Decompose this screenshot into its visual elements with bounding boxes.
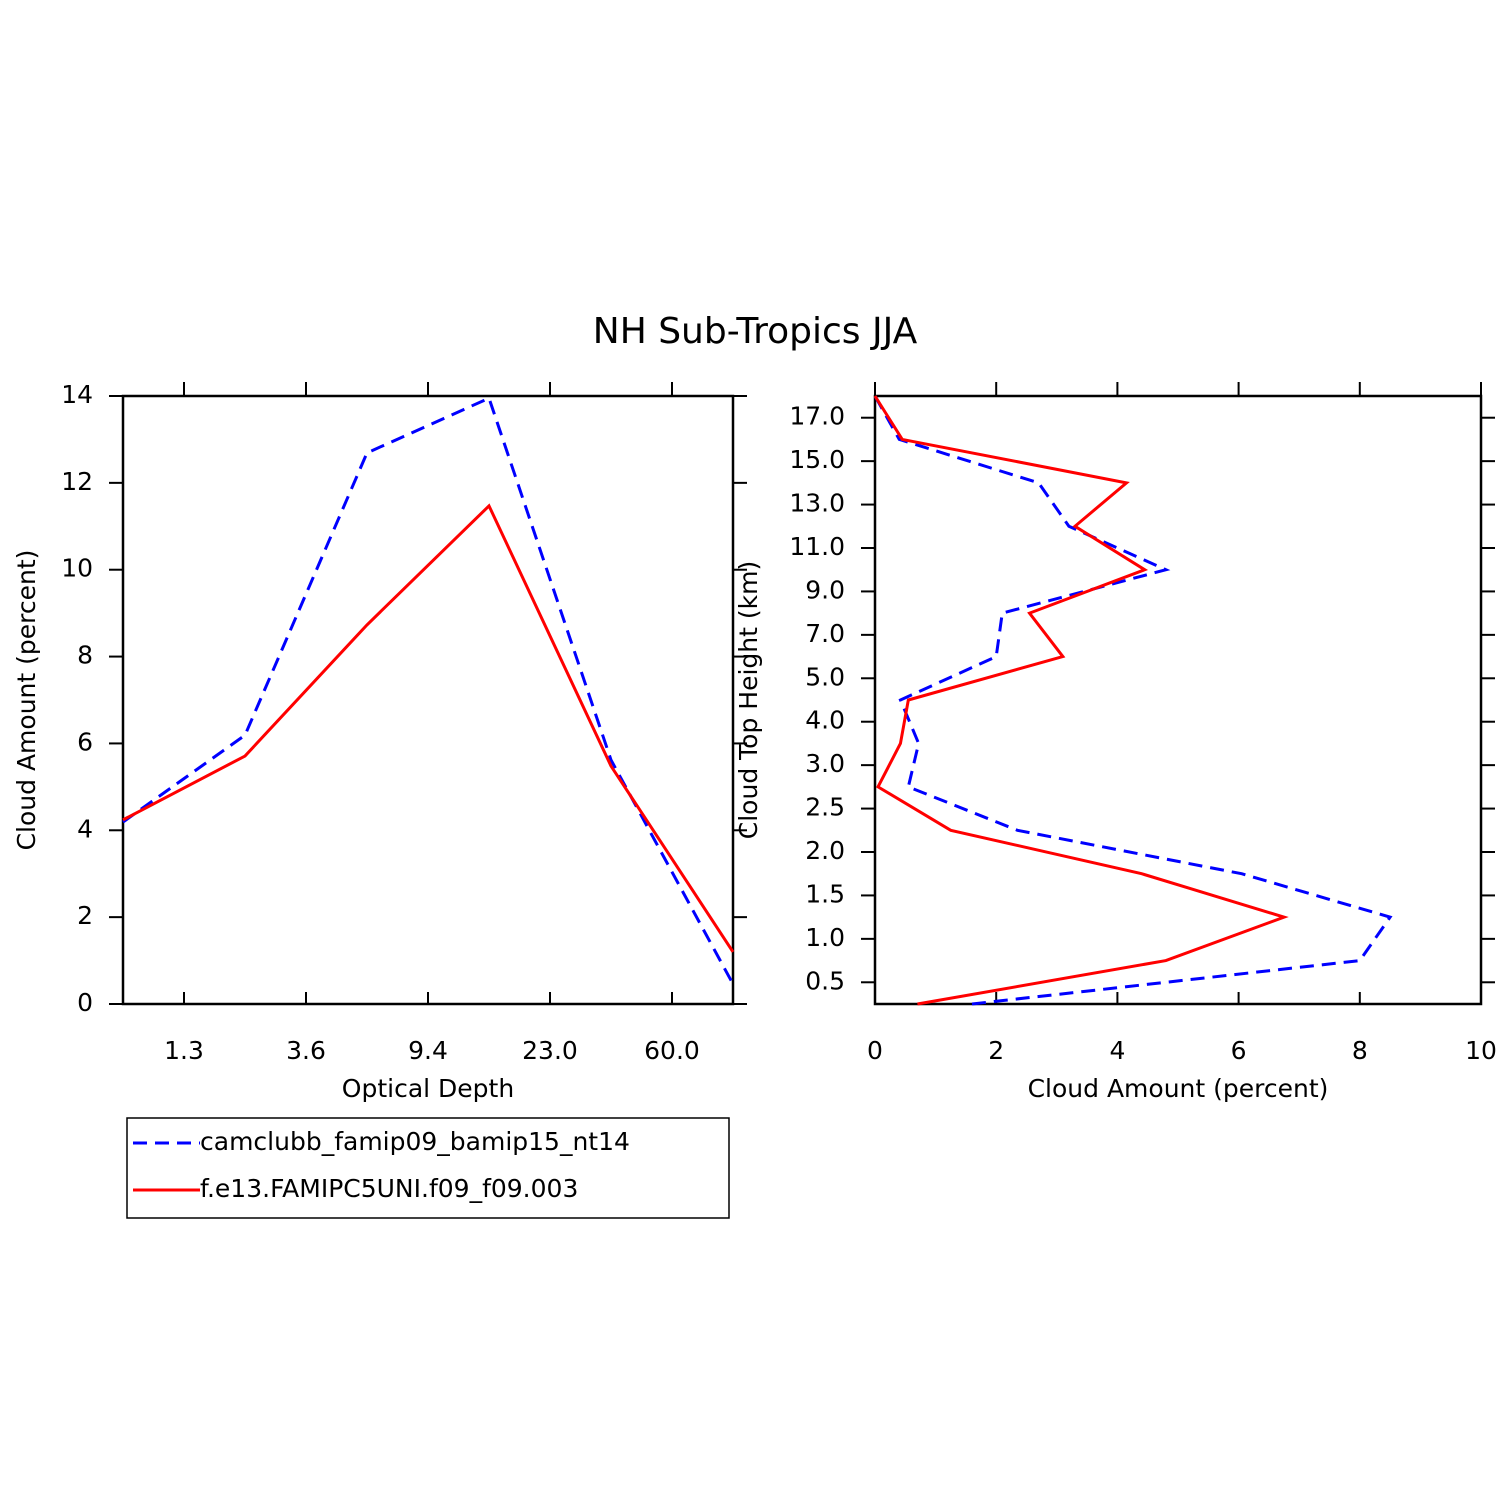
y-tick-label: 9.0 (805, 575, 845, 604)
x-tick-label: 10 (1465, 1036, 1497, 1065)
y-tick-label: 0 (77, 988, 93, 1017)
y-tick-label: 4 (77, 814, 93, 843)
chart-title: NH Sub-Tropics JJA (593, 311, 918, 352)
x-axis-label: Optical Depth (342, 1074, 514, 1103)
x-tick-label: 6 (1231, 1036, 1247, 1065)
x-tick-label: 3.6 (286, 1036, 326, 1065)
x-tick-label: 1.3 (164, 1036, 204, 1065)
y-tick-label: 12 (61, 467, 93, 496)
y-tick-label: 8 (77, 641, 93, 670)
y-tick-label: 5.0 (805, 662, 845, 691)
x-tick-label: 2 (988, 1036, 1004, 1065)
y-tick-label: 14 (61, 380, 93, 409)
y-tick-label: 2.0 (805, 836, 845, 865)
x-tick-label: 23.0 (522, 1036, 578, 1065)
y-axis-label: Cloud Amount (percent) (12, 550, 41, 851)
legend-label: f.e13.FAMIPC5UNI.f09_f09.003 (200, 1174, 578, 1203)
plot-frame (121, 394, 735, 1006)
y-tick-label: 0.5 (805, 966, 845, 995)
y-tick-label: 7.0 (805, 619, 845, 648)
y-tick-label: 13.0 (789, 489, 845, 518)
x-axis-label: Cloud Amount (percent) (1028, 1074, 1329, 1103)
y-tick-label: 6 (77, 727, 93, 756)
series-line (873, 395, 1393, 1006)
legend-box (126, 1117, 730, 1219)
y-tick-label: 15.0 (789, 445, 845, 474)
y-tick-label: 2 (77, 901, 93, 930)
x-tick-label: 0 (867, 1036, 883, 1065)
series-line (122, 503, 735, 953)
y-axis-label: Cloud Top Height (km) (734, 561, 763, 839)
y-tick-label: 2.5 (805, 793, 845, 822)
y-tick-label: 3.0 (805, 749, 845, 778)
x-tick-label: 9.4 (408, 1036, 448, 1065)
x-tick-label: 8 (1352, 1036, 1368, 1065)
y-tick-label: 17.0 (789, 402, 845, 431)
plot-frame (873, 394, 1483, 1006)
y-tick-label: 11.0 (789, 532, 845, 561)
series-line (122, 396, 735, 985)
x-tick-label: 60.0 (644, 1036, 700, 1065)
y-tick-label: 1.5 (805, 879, 845, 908)
legend-label: camclubb_famip09_bamip15_nt14 (200, 1127, 630, 1156)
x-tick-label: 4 (1109, 1036, 1125, 1065)
y-tick-label: 4.0 (805, 706, 845, 735)
y-tick-label: 10 (61, 554, 93, 583)
y-tick-label: 1.0 (805, 923, 845, 952)
series-line (873, 395, 1289, 1006)
